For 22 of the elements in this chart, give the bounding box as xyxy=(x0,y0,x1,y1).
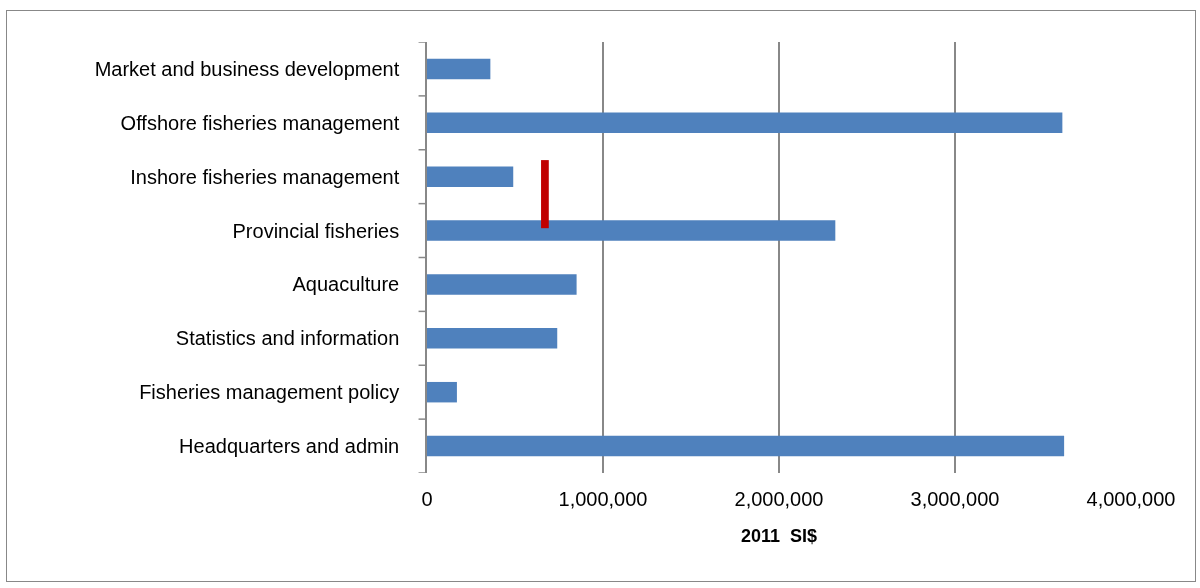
y-tick-label: Statistics and information xyxy=(175,327,400,350)
x-axis-title: 2011 SI$ xyxy=(740,526,818,547)
y-tick-label: Market and business development xyxy=(94,57,400,80)
x-tick-label: 1,000,000 xyxy=(558,488,648,510)
bar xyxy=(427,274,577,295)
bar xyxy=(427,328,558,349)
x-tick-label: 2,000,000 xyxy=(734,488,824,510)
x-tick-label: 3,000,000 xyxy=(910,488,1000,510)
bar xyxy=(427,166,514,187)
y-tick-label: Offshore fisheries management xyxy=(120,111,400,134)
y-tick-label: Inshore fisheries management xyxy=(130,165,400,188)
y-tick-label: Fisheries management policy xyxy=(139,381,400,404)
bar xyxy=(427,58,491,80)
x-tick-label: 0 xyxy=(421,488,433,510)
bar xyxy=(427,381,457,403)
y-tick-label: Provincial fisheries xyxy=(232,219,400,242)
bar xyxy=(427,112,1063,134)
y-tick-label: Headquarters and admin xyxy=(179,435,400,458)
bar xyxy=(427,220,836,241)
y-tick-label: Aquaculture xyxy=(292,273,400,296)
x-tick-label: 4,000,000 xyxy=(1086,488,1176,510)
bar xyxy=(427,435,1065,457)
